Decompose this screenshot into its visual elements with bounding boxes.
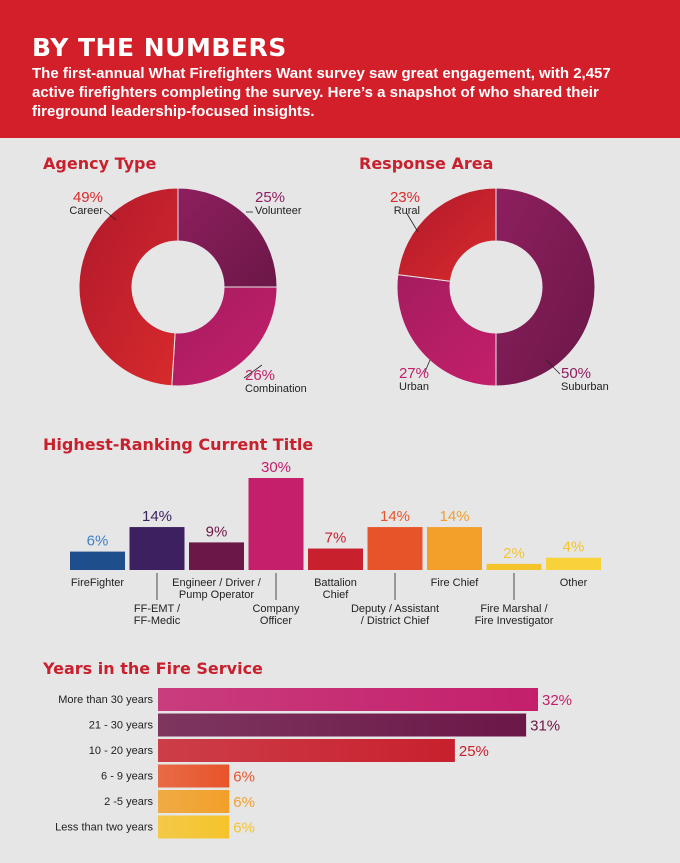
title-bar-battalion-chief [308,548,363,570]
years-bar-6-9-years [158,764,230,788]
response-label-suburban: Suburban [561,381,609,393]
years-bar-label-less-than-two-years: Less than two years [55,822,153,834]
years-bar-label-21-30-years: 21 - 30 years [89,720,154,732]
years-bar-2-5-years [158,790,230,813]
agency-pct-combination: 26% [245,367,275,384]
response-leader-rural [405,211,419,233]
title-bar-label-company-officer: Company Officer [252,603,300,627]
agency-slice-combination [171,286,278,387]
years-bar-more-than-30-years [158,688,538,711]
years-bar-value-10-20-years: 25% [459,743,489,760]
agency-pct-career: 49% [73,189,103,206]
years-bar-value-less-than-two-years: 6% [233,820,255,837]
title-bar-engineer-driver-pump-operator [189,542,244,570]
agency-label-volunteer: Volunteer [255,205,302,217]
years-bar-21-30-years [158,713,527,737]
agency-leader-career [103,209,117,221]
agency-pct-volunteer: 25% [255,189,285,206]
years-bar-label-10-20-years: 10 - 20 years [89,745,154,757]
title-bar-label-other: Other [560,577,588,589]
title-bar-label-battalion-chief: Battalion Chief [314,577,357,601]
agency-type-title: Agency Type [43,154,157,173]
agency-slice-volunteer [177,187,278,288]
response-label-urban: Urban [399,381,429,393]
years-bar-10-20-years [158,739,455,762]
header-banner: BY THE NUMBERS The first-annual What Fir… [0,0,680,138]
title-bar-label-fire-marshal-fire-investigator: Fire Marshal / Fire Investigator [475,603,554,627]
agency-slice-career [78,187,179,387]
response-leader-suburban [545,359,561,375]
response-area-title: Response Area [359,154,494,173]
years-bar-value-more-than-30-years: 32% [542,692,572,709]
response-leader-urban [423,359,431,375]
response-pct-suburban: 50% [561,365,591,382]
title-bar-label-fire-chief: Fire Chief [431,577,480,589]
title-bar-value-fire-marshal-fire-investigator: 2% [503,545,525,562]
response-label-rural: Rural [394,205,420,217]
years-bar-label-2-5-years: 2 -5 years [104,796,153,808]
title-bar-value-battalion-chief: 7% [325,530,347,547]
intro-text: The first-annual What Firefighters Want … [32,65,611,120]
years-bar-value-21-30-years: 31% [530,718,560,735]
title-bar-fire-marshal-fire-investigator [486,563,542,570]
response-slice-urban [396,274,497,387]
response-slice-suburban [495,187,596,387]
agency-label-combination: Combination [245,383,307,395]
title-bar-label-engineer-driver-pump-operator: Engineer / Driver / Pump Operator [172,577,262,601]
current-title-chart-title: Highest-Ranking Current Title [43,435,314,454]
title-bar-other [546,557,601,570]
response-pct-urban: 27% [399,365,429,382]
years-service-chart-title: Years in the Fire Service [43,659,263,678]
title-bar-fire-chief [427,527,482,570]
years-bar-label-more-than-30-years: More than 30 years [58,694,153,706]
title-bar-label-ff-emt-ff-medic: FF-EMT / FF-Medic [134,603,181,627]
title-bar-company-officer [248,478,304,570]
title-bar-value-company-officer: 30% [261,459,291,476]
title-bar-ff-emt-ff-medic [129,527,185,570]
years-bar-less-than-two-years [158,815,230,839]
title-bar-value-fire-chief: 14% [439,508,469,525]
title-bar-deputy-assistant-district-chief [367,527,423,570]
years-bar-value-2-5-years: 6% [233,794,255,811]
response-pct-rural: 23% [390,189,420,206]
page-title: BY THE NUMBERS [32,33,287,62]
title-bar-value-firefighter: 6% [87,533,109,550]
years-bar-label-6-9-years: 6 - 9 years [101,771,153,783]
agency-leader-combination [243,364,263,379]
title-bar-label-deputy-assistant-district-chief: Deputy / Assistant / District Chief [351,603,439,627]
agency-label-career: Career [69,205,103,217]
years-bar-value-6-9-years: 6% [233,769,255,786]
title-bar-value-ff-emt-ff-medic: 14% [142,508,172,525]
title-bar-value-deputy-assistant-district-chief: 14% [380,508,410,525]
title-bar-value-other: 4% [563,539,585,556]
response-slice-rural [397,187,497,282]
title-bar-value-engineer-driver-pump-operator: 9% [206,523,228,540]
title-bar-firefighter [70,551,125,570]
title-bar-label-firefighter: FireFighter [71,577,125,589]
